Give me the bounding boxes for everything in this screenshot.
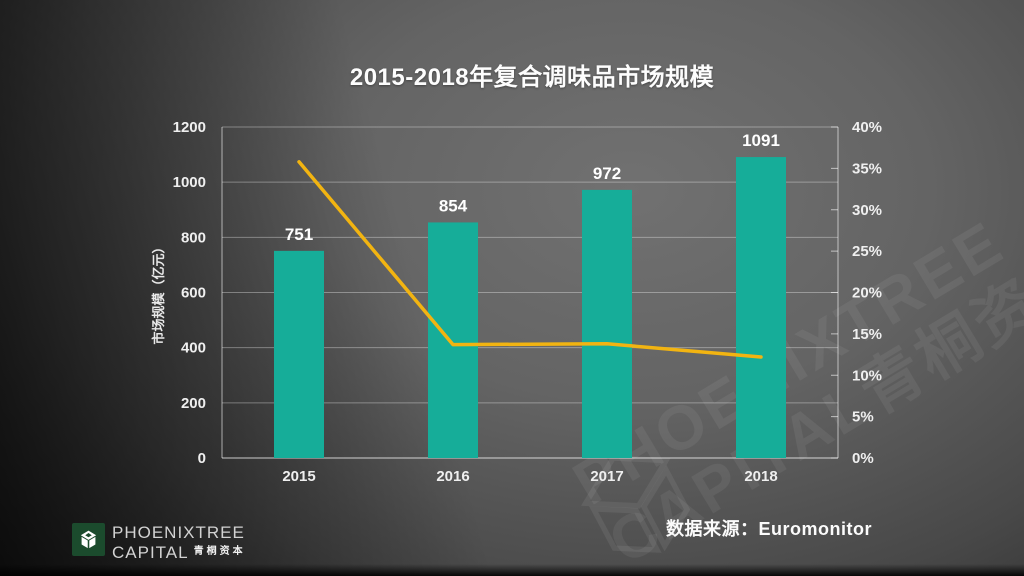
x-axis-label-2017: 2017 xyxy=(590,468,623,485)
right-axis-tick-40: 40% xyxy=(852,119,882,136)
bar-value-label-2018: 1091 xyxy=(742,131,780,150)
bar-value-label-2015: 751 xyxy=(285,225,313,244)
right-axis-tick-30: 30% xyxy=(852,202,882,219)
x-axis-label-2018: 2018 xyxy=(744,468,777,485)
logo-text-line1: PHOENIXTREE xyxy=(112,523,245,542)
left-axis-tick-600: 600 xyxy=(181,285,206,302)
right-axis-tick-10: 10% xyxy=(852,367,882,384)
x-axis-label-2016: 2016 xyxy=(436,468,469,485)
data-source-label: 数据来源：Euromonitor xyxy=(666,519,872,539)
logo-text-cn: 青桐资本 xyxy=(193,546,246,557)
logo-text-line2: CAPITAL xyxy=(112,543,189,562)
logo-text: PHOENIXTREE CAPITAL 青桐资本 xyxy=(112,523,246,561)
growth-rate-line xyxy=(297,160,763,359)
right-axis-tick-15: 15% xyxy=(852,326,882,343)
right-axis-tick-35: 35% xyxy=(852,160,882,177)
bar-value-label-2017: 972 xyxy=(593,164,621,183)
left-axis-tick-800: 800 xyxy=(181,229,206,246)
logo-cube-icon xyxy=(80,530,97,549)
right-axis-tick-0: 0% xyxy=(852,450,874,467)
bar-2016 xyxy=(428,222,478,458)
chart-title: 2015-2018年复合调味品市场规模 xyxy=(349,64,715,91)
y-axis-title: 市场规模（亿元） xyxy=(151,240,166,344)
logo-cube-badge xyxy=(72,523,105,556)
x-axis-label-2015: 2015 xyxy=(282,468,315,485)
right-axis-tick-20: 20% xyxy=(852,285,882,302)
left-axis-tick-1200: 1200 xyxy=(173,119,206,136)
right-axis-tick-25: 25% xyxy=(852,243,882,260)
left-axis-tick-1000: 1000 xyxy=(173,174,206,191)
left-axis-tick-0: 0 xyxy=(198,450,206,467)
bar-2018 xyxy=(736,157,786,458)
left-axis-tick-400: 400 xyxy=(181,340,206,357)
bar-2017 xyxy=(582,189,632,458)
bar-value-label-2016: 854 xyxy=(439,196,468,215)
bottom-vignette xyxy=(0,564,1024,576)
right-axis-tick-5: 5% xyxy=(852,409,874,426)
company-logo: PHOENIXTREE CAPITAL 青桐资本 xyxy=(72,523,246,561)
left-axis-tick-200: 200 xyxy=(181,395,206,412)
bar-2015 xyxy=(274,250,324,458)
